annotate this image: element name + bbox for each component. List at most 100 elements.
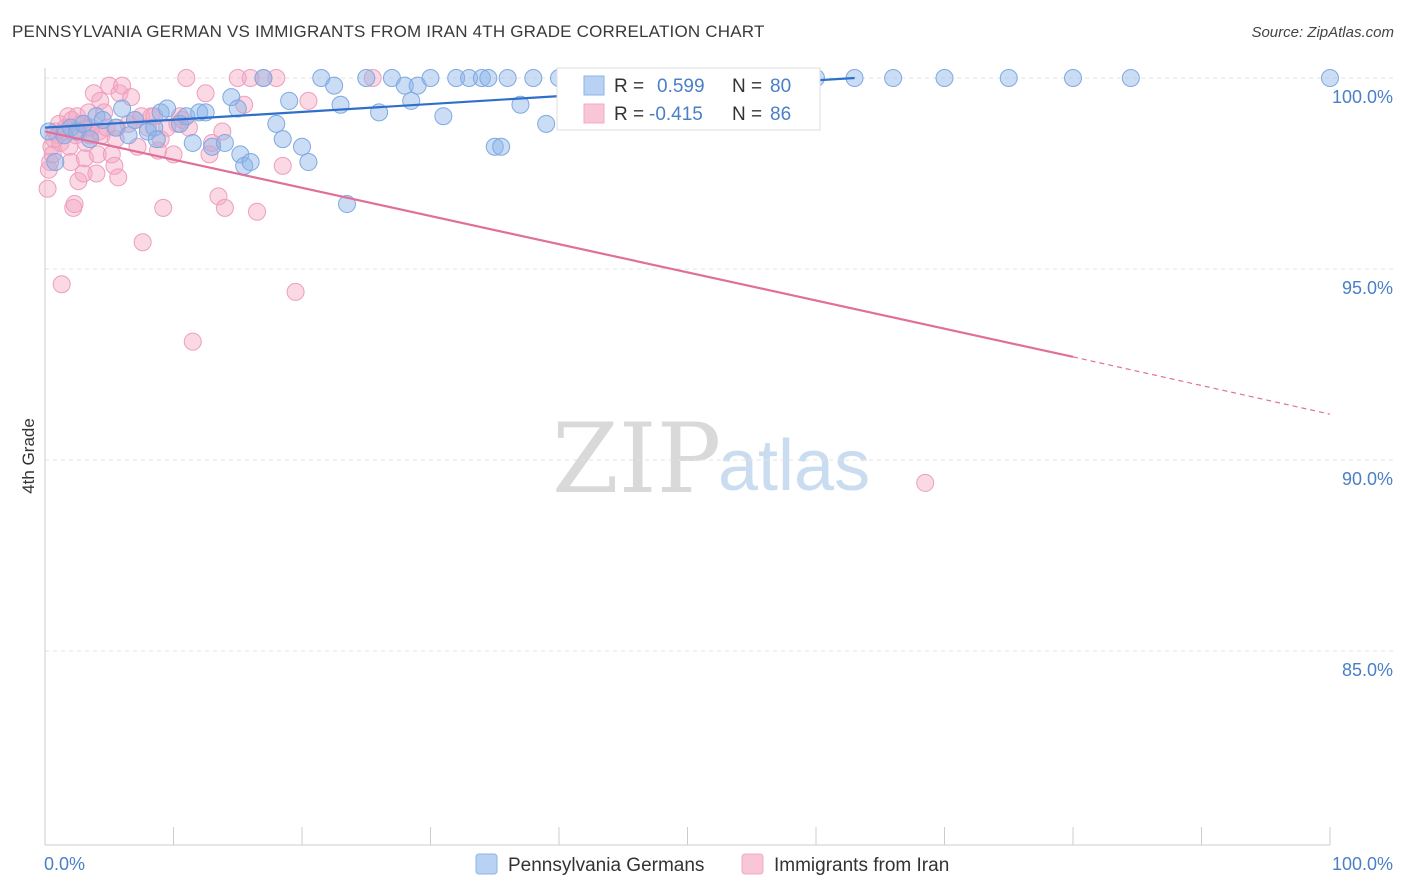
data-point-iran bbox=[363, 69, 382, 87]
data-point-pennsylvania bbox=[485, 137, 504, 156]
data-point-pennsylvania bbox=[325, 76, 344, 95]
data-point-pennsylvania bbox=[395, 76, 414, 95]
data-point-iran bbox=[183, 332, 202, 351]
data-point-pennsylvania bbox=[337, 195, 356, 214]
data-point-pennsylvania bbox=[434, 107, 453, 126]
legend-r-value-blue: 0.599 bbox=[657, 76, 705, 97]
data-point-pennsylvania bbox=[511, 95, 530, 114]
data-point-pennsylvania bbox=[222, 88, 241, 107]
y-tick-labels: 85.0% 90.0% 95.0% 100.0% bbox=[1332, 87, 1393, 680]
data-point-iran bbox=[273, 156, 292, 175]
data-point-iran bbox=[65, 195, 84, 214]
data-point-pennsylvania bbox=[147, 130, 166, 149]
legend-r-value-pink: -0.415 bbox=[649, 104, 703, 125]
y-tick-label: 95.0% bbox=[1342, 278, 1393, 298]
data-point-pennsylvania bbox=[357, 69, 376, 87]
data-point-pennsylvania bbox=[479, 69, 498, 87]
data-point-iran bbox=[39, 160, 58, 179]
legend-swatch-blue bbox=[583, 75, 605, 96]
data-point-iran bbox=[52, 275, 71, 294]
data-point-pennsylvania bbox=[498, 69, 517, 87]
trend-line-iran-extension bbox=[1072, 356, 1331, 415]
data-point-pennsylvania bbox=[421, 69, 440, 87]
data-point-iran bbox=[196, 84, 215, 103]
data-point-iran bbox=[105, 156, 124, 175]
data-point-pennsylvania bbox=[231, 145, 250, 164]
gridlines bbox=[45, 77, 1393, 652]
data-point-pennsylvania bbox=[299, 153, 318, 172]
data-point-iran bbox=[61, 153, 80, 172]
y-axis-label: 4th Grade bbox=[19, 418, 38, 494]
source-label: Source: ZipAtlas.com bbox=[1251, 24, 1394, 41]
x-tick-label-max: 100.0% bbox=[1332, 854, 1393, 874]
data-point-pennsylvania bbox=[125, 111, 144, 130]
data-point-iran bbox=[177, 69, 196, 87]
data-point-pennsylvania bbox=[1064, 69, 1082, 87]
data-point-iran bbox=[213, 122, 232, 141]
legend-r-label-pink: R = bbox=[614, 104, 644, 125]
watermark: ZIP atlas bbox=[552, 403, 870, 515]
data-point-pennsylvania bbox=[46, 153, 65, 172]
trend-line-iran bbox=[44, 130, 1074, 358]
data-point-pennsylvania bbox=[537, 114, 556, 133]
data-point-iran bbox=[100, 76, 119, 95]
chart-title: PENNSYLVANIA GERMAN VS IMMIGRANTS FROM I… bbox=[12, 22, 765, 41]
data-point-iran bbox=[38, 179, 57, 198]
y-tick-label: 90.0% bbox=[1342, 469, 1393, 489]
data-point-pennsylvania bbox=[1321, 69, 1339, 87]
data-point-iran bbox=[209, 187, 228, 206]
y-tick-label: 85.0% bbox=[1342, 660, 1393, 680]
data-point-iran bbox=[203, 133, 222, 152]
stats-legend: R = 0.599 N = 80 R = -0.415 N = 86 bbox=[556, 67, 821, 131]
data-point-iran bbox=[91, 91, 110, 110]
watermark-zip: ZIP bbox=[552, 403, 721, 515]
legend-n-label-pink: N = bbox=[732, 104, 762, 125]
data-point-pennsylvania bbox=[492, 137, 511, 156]
bottom-legend-swatch-pink bbox=[741, 853, 764, 875]
data-point-iran bbox=[248, 202, 267, 221]
legend-n-value-blue: 80 bbox=[770, 76, 791, 97]
bottom-legend-label-pink: Immigrants from Iran bbox=[774, 855, 949, 876]
data-point-iran bbox=[88, 145, 107, 164]
data-point-pennsylvania bbox=[884, 69, 903, 87]
bottom-legend-swatch-blue bbox=[475, 853, 498, 875]
legend-n-label-blue: N = bbox=[732, 76, 762, 97]
x-tick-label-min: 0.0% bbox=[44, 854, 85, 874]
data-point-pennsylvania bbox=[402, 91, 421, 110]
data-point-iran bbox=[215, 198, 234, 217]
data-point-pennsylvania bbox=[241, 153, 260, 172]
data-point-iran bbox=[299, 91, 318, 110]
legend-n-value-pink: 86 bbox=[770, 104, 791, 125]
data-point-iran bbox=[286, 282, 305, 301]
data-point-pennsylvania bbox=[280, 91, 299, 110]
data-point-iran bbox=[87, 164, 106, 183]
data-point-pennsylvania bbox=[1121, 69, 1140, 87]
data-point-iran bbox=[916, 473, 935, 492]
data-point-pennsylvania bbox=[293, 137, 311, 156]
data-point-pennsylvania bbox=[215, 133, 234, 152]
data-point-iran bbox=[60, 137, 79, 156]
data-point-pennsylvania bbox=[113, 99, 132, 118]
data-point-pennsylvania bbox=[145, 118, 164, 137]
data-point-pennsylvania bbox=[472, 69, 491, 87]
data-point-iran bbox=[267, 69, 286, 87]
y-tick-label: 100.0% bbox=[1332, 87, 1393, 107]
data-point-iran bbox=[109, 168, 128, 187]
legend-swatch-pink bbox=[583, 103, 605, 124]
data-point-iran bbox=[228, 69, 247, 87]
data-point-pennsylvania bbox=[190, 103, 209, 122]
bottom-legend-label-blue: Pennsylvania Germans bbox=[508, 855, 704, 876]
legend-r-label-blue: R = bbox=[614, 76, 644, 97]
data-point-pennsylvania bbox=[254, 69, 273, 87]
x-ticks bbox=[44, 827, 1331, 845]
data-point-pennsylvania bbox=[183, 133, 202, 152]
watermark-atlas: atlas bbox=[718, 426, 870, 506]
data-point-iran bbox=[154, 198, 173, 217]
data-point-iran bbox=[241, 69, 260, 87]
data-point-pennsylvania bbox=[273, 130, 292, 149]
series-legend: Pennsylvania Germans Immigrants from Ira… bbox=[475, 853, 949, 876]
data-point-iran bbox=[84, 84, 103, 103]
data-point-pennsylvania bbox=[158, 99, 177, 118]
data-point-pennsylvania bbox=[119, 126, 138, 145]
